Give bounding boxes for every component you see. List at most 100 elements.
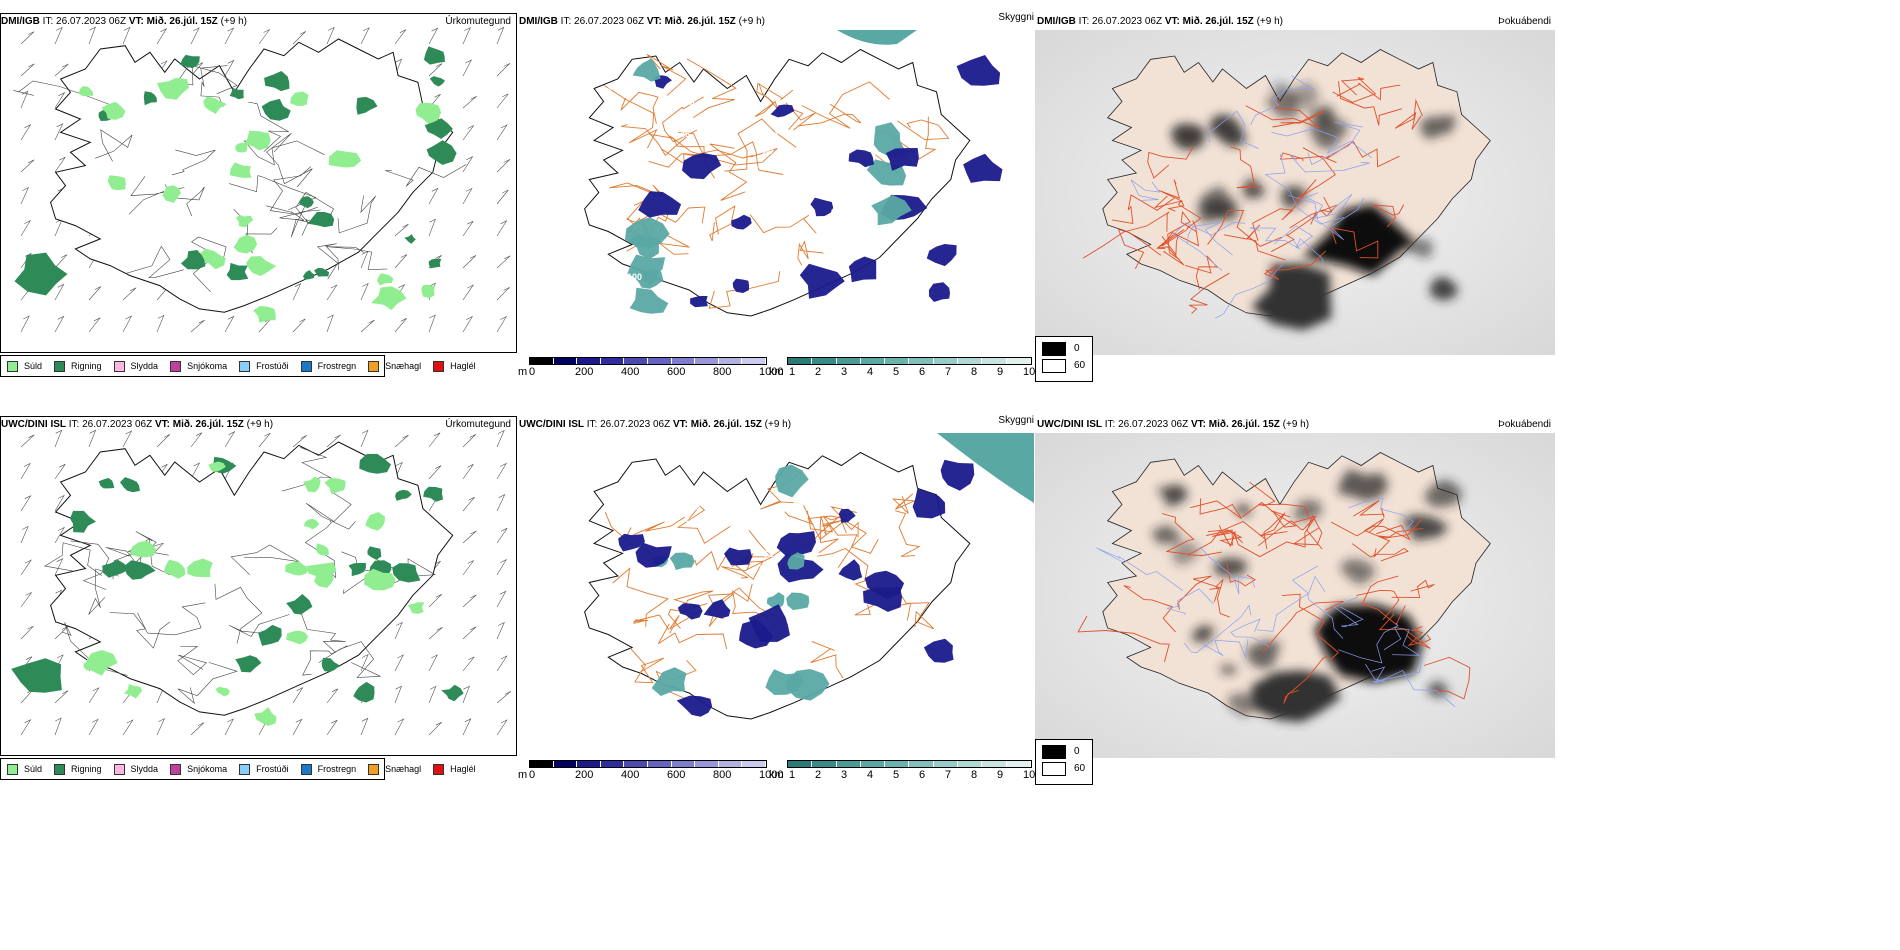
visibility-value-label: 73 xyxy=(914,225,924,235)
visibility-cell xyxy=(928,282,950,302)
precip-cell xyxy=(359,453,391,474)
legend-swatch xyxy=(7,360,18,372)
precip-cell xyxy=(324,477,346,494)
visibility-cell xyxy=(632,58,661,82)
precip-type-panel: DMI/IGB IT: 26.07.2023 06Z VT: Mið. 26.j… xyxy=(0,10,517,353)
legend-swatch xyxy=(368,763,380,775)
visibility-value-label: 61 xyxy=(763,549,773,559)
precip-cell xyxy=(101,101,126,120)
panel-title: Úrkomutegund xyxy=(445,419,511,430)
panel-header: DMI/IGB IT: 26.07.2023 06Z VT: Mið. 26.j… xyxy=(1037,16,1283,28)
colorbar-strip xyxy=(787,357,1032,365)
fog-legend-swatch xyxy=(1042,342,1066,356)
visibility-value-label: 43 xyxy=(904,255,914,265)
precip-cell xyxy=(286,594,313,615)
panel-header: UWC/DINI ISL IT: 26.07.2023 06Z VT: Mið.… xyxy=(519,419,791,431)
panel-header: UWC/DINI ISL IT: 26.07.2023 06Z VT: Mið.… xyxy=(1,419,273,431)
legend-item: Snjókoma xyxy=(170,360,228,372)
visibility-cell xyxy=(731,214,752,230)
valid-time: Mið. 26.júl. 15Z xyxy=(690,419,762,430)
precip-cell xyxy=(253,306,276,323)
legend-swatch xyxy=(54,360,66,372)
precip-cell xyxy=(285,561,310,576)
river-network xyxy=(1096,497,1456,708)
legend-label: Frostregn xyxy=(317,764,357,774)
legend-label: Frostúði xyxy=(256,764,289,774)
valid-time: Mið. 26.júl. 15Z xyxy=(1182,16,1254,27)
visibility-value-label: 76 xyxy=(695,84,705,94)
visibility-value-label: 96 xyxy=(607,82,617,92)
precip-cell xyxy=(235,214,254,228)
precip-cell xyxy=(244,130,271,151)
colorbar-tick: 4 xyxy=(867,366,874,378)
visibility-cell xyxy=(926,244,957,267)
visibility-cell xyxy=(863,587,902,612)
valid-label: VT: xyxy=(1190,419,1206,430)
visibility-value-label: 30 xyxy=(617,705,627,715)
colorbar-tick: 9 xyxy=(997,769,1004,781)
init-label: IT: xyxy=(42,16,54,27)
legend-item: Haglél xyxy=(433,360,476,372)
precip-cell xyxy=(70,510,96,533)
lead-time: (+9 h) xyxy=(220,16,247,27)
legend-swatch xyxy=(433,763,445,775)
visibility-value-label: 63 xyxy=(909,240,919,250)
visibility-value-label: 60 xyxy=(909,643,919,653)
visibility-cell xyxy=(848,256,877,283)
visibility-cell xyxy=(963,153,1003,183)
precip-cell xyxy=(187,558,213,578)
legend-label: Slydda xyxy=(130,361,159,371)
precip-cell xyxy=(229,87,244,100)
visibility-value-label: 46 xyxy=(680,129,690,139)
legend-swatch xyxy=(300,360,312,372)
visibility-cell xyxy=(629,287,669,314)
precip-cell xyxy=(163,559,186,579)
iceland-coastline xyxy=(50,38,454,313)
panel-header: DMI/IGB IT: 26.07.2023 06Z VT: Mið. 26.j… xyxy=(1,16,247,28)
colorbar-tick: 5 xyxy=(893,366,900,378)
valid-time: Mið. 26.júl. 15Z xyxy=(172,419,244,430)
precip-cell xyxy=(258,624,282,646)
visibility-value-label: 62 xyxy=(768,131,778,141)
valid-time: Mið. 26.júl. 15Z xyxy=(664,16,736,27)
colorbar-tick: 3 xyxy=(841,769,848,781)
precip-cell xyxy=(180,250,206,270)
legend-item: Snæhagl xyxy=(368,360,421,372)
visibility-cell xyxy=(787,552,805,570)
precip-cell xyxy=(303,270,315,280)
legend-swatch xyxy=(239,763,251,775)
panel-title: Þokuábendi xyxy=(1498,16,1551,27)
visibility-value-label: 80 xyxy=(690,502,700,512)
precip-cell xyxy=(98,478,115,489)
visibility-cell xyxy=(732,278,750,293)
precip-cell xyxy=(299,196,314,209)
legend-label: Snjókoma xyxy=(187,361,228,371)
precip-cell xyxy=(143,91,157,106)
colorbar-tick: 3 xyxy=(841,366,848,378)
precip-cell xyxy=(14,252,68,296)
visibility-cell xyxy=(638,191,682,218)
visibility-value-label: 61 xyxy=(773,116,783,126)
colorbar-tick: 2 xyxy=(815,769,822,781)
visibility-value-label: 57 xyxy=(612,720,622,730)
cloud-base-colorbar: m 0 200 400 600 800 1000 xyxy=(517,357,783,381)
legend-label: Súld xyxy=(24,764,43,774)
visibility-value-label: 68 xyxy=(680,532,690,542)
visibility-value-label: 73 xyxy=(836,596,846,606)
precip-cell xyxy=(371,286,407,311)
colorbar-tick: 200 xyxy=(575,769,594,781)
visibility-cell xyxy=(635,542,672,568)
legend-label: Súld xyxy=(24,361,43,371)
visibility-cell xyxy=(682,153,722,180)
legend-item: Haglél xyxy=(433,763,476,775)
visibility-cell xyxy=(810,197,834,217)
init-label: IT: xyxy=(68,419,80,430)
precip-cell xyxy=(226,262,249,281)
colorbar-unit: km xyxy=(769,769,784,781)
precip-cell xyxy=(286,630,309,645)
legend-item: Slydda xyxy=(113,360,159,372)
precip-cell xyxy=(364,568,396,591)
legend-item: Rigning xyxy=(54,360,102,372)
legend-item: Rigning xyxy=(54,763,102,775)
precip-cell xyxy=(423,46,445,65)
